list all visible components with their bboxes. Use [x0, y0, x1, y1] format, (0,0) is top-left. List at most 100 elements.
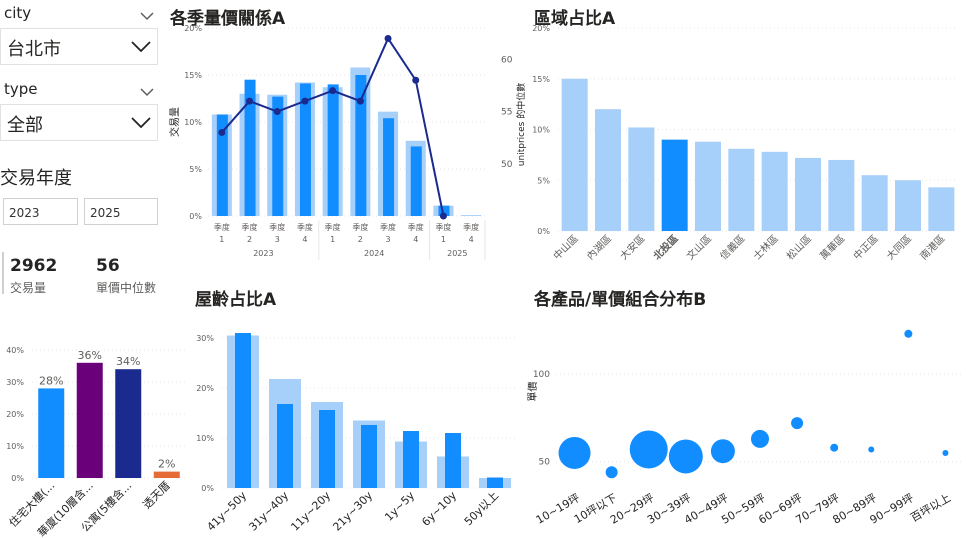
- type-bar: [38, 388, 65, 478]
- y-tick-label: 10%: [532, 126, 550, 135]
- scatter-point: [904, 329, 913, 338]
- x-tick-label: 1: [330, 235, 335, 244]
- x-tick-label: 季度: [214, 222, 230, 232]
- x-tick-label: 季度: [435, 222, 451, 232]
- x-tick-label: 北投區: [650, 232, 680, 262]
- x-tick-label: 季度: [352, 222, 368, 232]
- bar-dark: [410, 146, 422, 216]
- data-label: 34%: [116, 355, 140, 368]
- line-point: [439, 212, 447, 220]
- line-point: [301, 97, 309, 105]
- city-dropdown[interactable]: 台北市: [0, 28, 158, 65]
- y-tick-label: 0%: [201, 484, 214, 493]
- type-dropdown[interactable]: 全部: [0, 104, 158, 141]
- type-bar: [115, 369, 142, 478]
- x-tick-label: 4: [413, 235, 418, 244]
- district-bar: [728, 148, 755, 231]
- x-tick-label: 季度: [408, 222, 424, 232]
- y-axis-label: 交易量: [168, 107, 181, 137]
- scatter-point: [751, 429, 769, 448]
- x-tick-label: 大安區: [617, 232, 647, 262]
- scatter-point: [791, 417, 804, 430]
- y-tick-label: 10%: [196, 434, 214, 443]
- type-bar: [153, 471, 180, 478]
- year-label: 2023: [253, 249, 273, 258]
- scatter-point: [830, 443, 839, 452]
- scatter-chart-title: 各產品/單價組合分布B: [534, 290, 707, 310]
- x-tick-label: 1: [441, 235, 446, 244]
- chevron-down-icon: [131, 117, 151, 129]
- y-tick-label: 40%: [6, 346, 24, 355]
- district-bar: [895, 180, 921, 231]
- x-tick-label: 透天厝: [140, 479, 173, 512]
- y-tick-label: 100: [533, 370, 550, 380]
- year-label: 2025: [447, 249, 467, 258]
- bar-dark: [487, 477, 503, 488]
- y-tick-label: 20%: [6, 410, 24, 419]
- y-tick-label: 10%: [6, 442, 24, 451]
- bar-dark: [235, 333, 251, 488]
- x-tick-label: 信義區: [717, 232, 747, 262]
- y-tick-label: 0%: [537, 227, 550, 236]
- age-chart-title: 屋齡占比A: [195, 290, 277, 310]
- scatter-point: [710, 439, 735, 464]
- bar-light: [461, 215, 482, 216]
- y2-tick-label: 50: [501, 160, 513, 170]
- district-bar: [595, 109, 621, 231]
- scatter-point: [668, 439, 703, 474]
- x-tick-label: 中正區: [850, 232, 880, 262]
- y-tick-label: 30%: [6, 378, 24, 387]
- x-tick-label: 大同區: [884, 232, 914, 262]
- type-chart[interactable]: 0%10%20%30%40%28%住宅大樓(...36%華廈(10層含...34…: [0, 338, 190, 538]
- type-bar: [76, 362, 103, 478]
- line-point: [412, 76, 420, 84]
- x-tick-label: 松山區: [784, 232, 814, 262]
- data-label: 28%: [39, 374, 63, 387]
- district-bar: [928, 187, 955, 231]
- city-slicer-title: city: [4, 4, 32, 22]
- x-tick-label: 士林區: [750, 232, 780, 262]
- chevron-down-icon[interactable]: [140, 6, 154, 25]
- x-tick-label: 4: [302, 235, 307, 244]
- line-point: [329, 87, 337, 95]
- x-tick-label: 季度: [463, 222, 479, 232]
- scatter-point: [629, 430, 668, 469]
- y-tick-label: 20%: [532, 24, 550, 33]
- kpi-median-price-value: 56: [96, 256, 120, 276]
- x-tick-label: 50y以上: [462, 489, 501, 528]
- x-tick-label: 31y~40y: [246, 489, 291, 534]
- district-bar: [861, 175, 888, 231]
- year-to-input[interactable]: 2025: [84, 198, 158, 225]
- scatter-point: [558, 436, 591, 469]
- x-tick-label: 季度: [325, 222, 341, 232]
- district-bar: [795, 157, 821, 231]
- bar-dark: [277, 404, 293, 488]
- y-tick-label: 5%: [537, 176, 550, 185]
- x-tick-label: 萬華區: [817, 232, 847, 262]
- kpi-divider: [2, 252, 4, 294]
- year-from-input[interactable]: 2023: [3, 198, 78, 225]
- scatter-chart[interactable]: 50100單價10~19坪10坪以下20~29坪30~39坪40~49坪50~5…: [520, 310, 968, 538]
- x-tick-label: 4: [469, 235, 474, 244]
- y-tick-label: 5%: [189, 165, 202, 174]
- bar-dark: [319, 410, 335, 488]
- chevron-down-icon[interactable]: [140, 82, 154, 101]
- district-bar: [828, 159, 855, 231]
- x-tick-label: 2: [247, 235, 252, 244]
- x-tick-label: 21y~30y: [330, 489, 375, 534]
- year-label: 2024: [364, 249, 384, 258]
- x-tick-label: 內湖區: [584, 233, 614, 263]
- y2-tick-label: 55: [501, 108, 512, 118]
- district-bar: [695, 141, 721, 231]
- line-point: [273, 108, 281, 116]
- bar-dark: [438, 205, 450, 216]
- x-tick-label: 6y~10y: [419, 489, 459, 529]
- y-axis-label: unitprices 的中位數: [515, 83, 527, 166]
- x-tick-label: 11y~20y: [288, 489, 333, 534]
- line-point: [246, 97, 254, 105]
- y-tick-label: 20%: [184, 24, 202, 33]
- y-axis-label: 單價: [526, 382, 539, 402]
